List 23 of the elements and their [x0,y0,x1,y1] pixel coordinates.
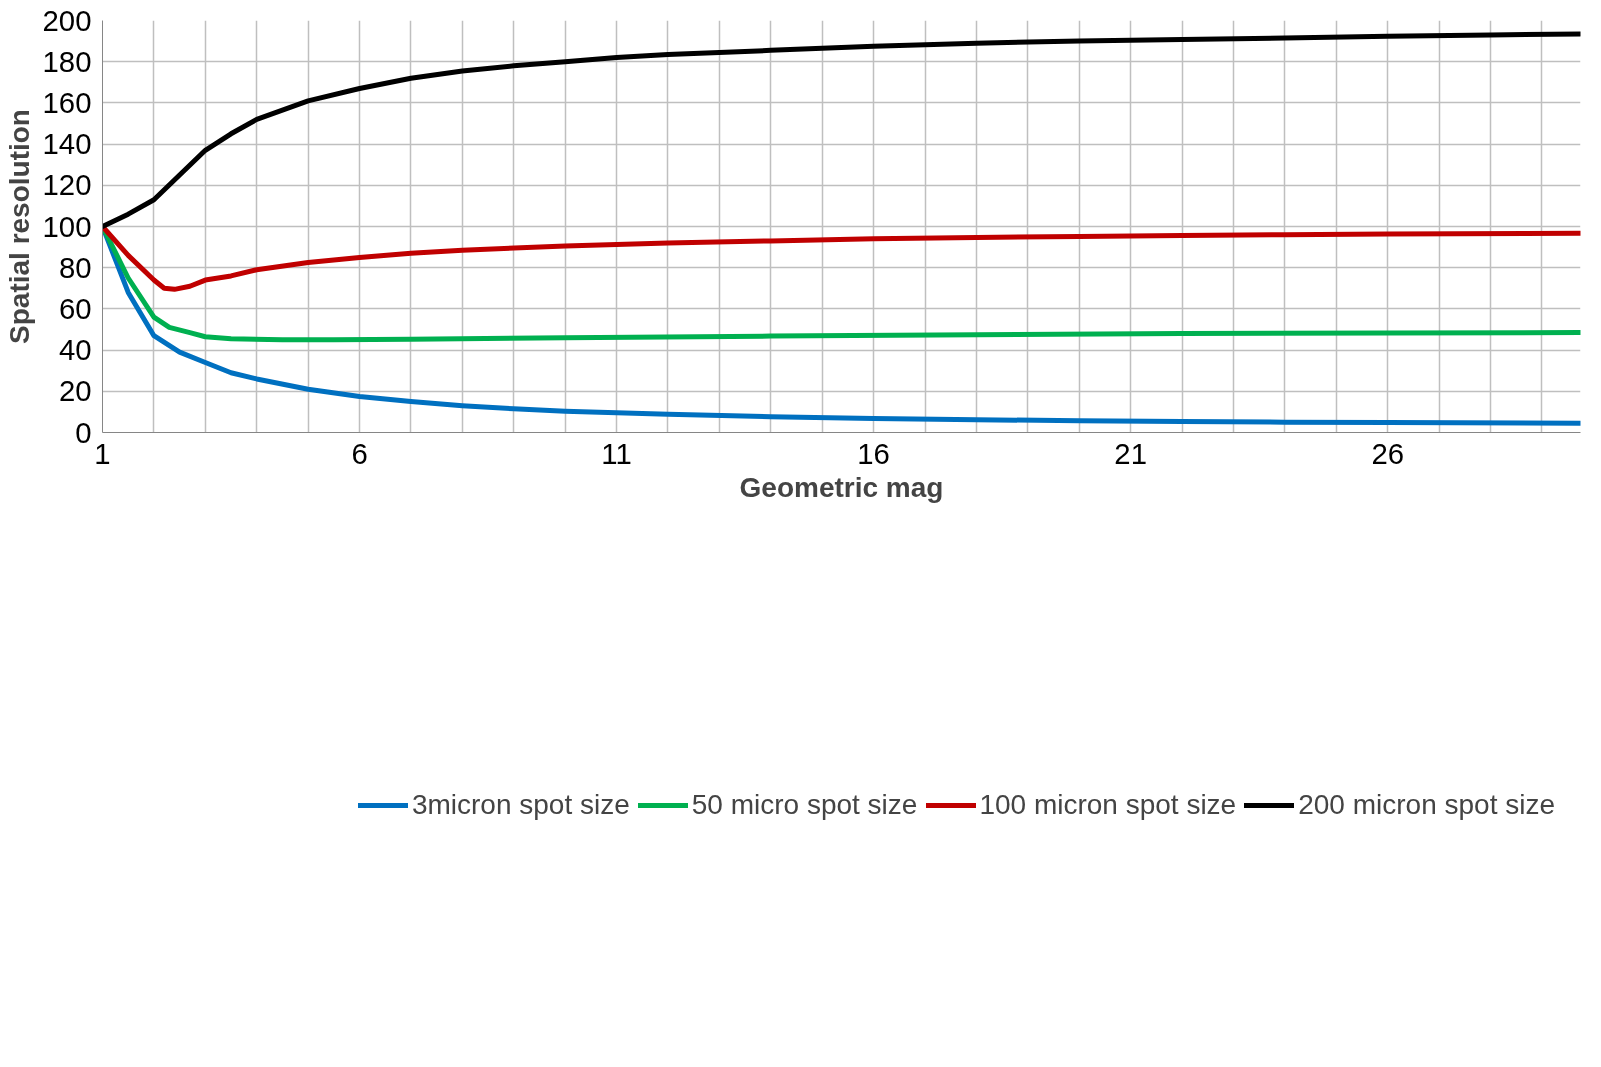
y-tick-label: 60 [58,291,92,325]
x-tick-label: 1 [94,436,111,470]
x-tick-label: 21 [1114,436,1147,470]
y-tick-label: 120 [42,168,92,202]
y-tick-label: 40 [58,333,92,367]
y-tick-label: 200 [42,3,92,37]
y-tick-label: 80 [58,250,92,284]
x-tick-label: 6 [351,436,368,470]
y-axis-title: Spatial resolution [3,109,35,344]
y-tick-label: 140 [42,127,92,161]
legend-label: 100 micron spot size [979,789,1237,821]
y-tick-label: 180 [42,44,92,78]
x-tick-label: 16 [857,436,890,470]
x-tick-label: 11 [601,436,632,470]
legend-label: 50 micro spot size [691,789,918,821]
y-tick-label: 20 [58,374,92,408]
x-tick-label: 26 [1371,436,1405,470]
y-tick-label: 0 [75,415,92,449]
x-axis-title: Geometric mag [739,471,944,503]
legend-label: 3micron spot size [411,789,630,821]
legend-label: 200 micron spot size [1298,789,1555,821]
y-tick-label: 100 [42,209,92,243]
y-tick-label: 160 [42,85,92,119]
